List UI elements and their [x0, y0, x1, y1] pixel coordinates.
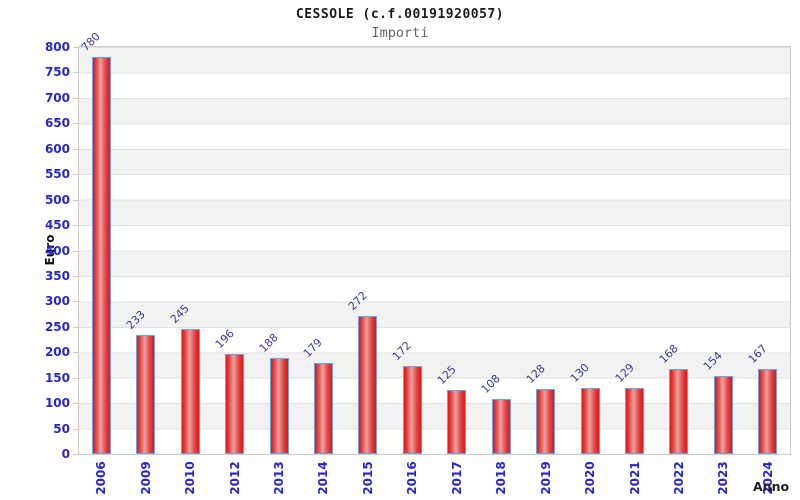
bar-2024 [758, 369, 778, 454]
y-tick-label-150: 150 [44, 370, 70, 385]
y-tick-mark [73, 123, 78, 125]
x-tick-label-2019: 2019 [538, 461, 553, 495]
bar-value-label-2021: 129 [612, 360, 637, 385]
y-tick-mark [73, 199, 78, 201]
bar-2012 [225, 354, 244, 454]
x-tick-label-2018: 2018 [494, 461, 509, 495]
x-tick-label-2014: 2014 [316, 461, 331, 495]
y-tick-mark [73, 352, 78, 354]
y-tick-label-550: 550 [44, 167, 70, 182]
bar-value-label-2024: 167 [745, 341, 770, 366]
bar-value-label-2013: 188 [256, 330, 281, 355]
y-tick-mark [73, 454, 78, 455]
y-tick-label-250: 250 [44, 319, 70, 334]
bar-2015 [358, 316, 378, 454]
y-tick-label-50: 50 [53, 421, 70, 436]
bar-2018 [491, 399, 511, 454]
bar-value-label-2014: 179 [301, 335, 326, 360]
bar-2020 [580, 388, 600, 454]
y-tick-mark [73, 428, 78, 430]
y-tick-label-700: 700 [44, 90, 70, 105]
x-tick-label-2009: 2009 [138, 461, 153, 495]
bar-value-label-2018: 108 [478, 371, 504, 396]
bar-2019 [536, 389, 556, 454]
bar-2014 [313, 363, 333, 454]
bar-value-label-2020: 130 [567, 360, 592, 385]
y-tick-mark [73, 250, 78, 252]
x-tick-label-2006: 2006 [94, 461, 109, 495]
bar-2022 [669, 369, 689, 454]
y-tick-mark [73, 174, 78, 176]
bar-2006 [91, 57, 111, 454]
x-tick-label-2010: 2010 [183, 461, 198, 495]
bar-value-label-2017: 125 [434, 362, 459, 387]
x-tick-label-2012: 2012 [227, 461, 242, 495]
y-tick-mark [73, 301, 78, 303]
y-tick-label-300: 300 [44, 294, 70, 309]
bar-value-label-2019: 128 [523, 361, 548, 386]
x-tick-label-2021: 2021 [627, 461, 642, 495]
y-tick-mark [73, 97, 78, 99]
x-tick-label-2015: 2015 [360, 461, 375, 495]
bar-2010 [180, 329, 200, 454]
bar-value-label-2009: 233 [123, 307, 148, 332]
bar-2013 [269, 358, 289, 454]
y-tick-label-400: 400 [44, 243, 70, 258]
bar-2021 [625, 388, 644, 454]
chart-subtitle: Importi [371, 25, 429, 41]
bar-2017 [447, 390, 467, 454]
x-tick-label-2016: 2016 [405, 461, 420, 495]
y-tick-mark [73, 225, 78, 227]
bar-value-label-2023: 154 [701, 348, 726, 373]
plot-area: 780 233 245 196 188 179 272 172 125 108 128 130 129 1… [78, 30, 791, 455]
bar-2009 [136, 335, 156, 454]
x-axis-title: Anno [753, 479, 790, 494]
bar-value-label-2012: 196 [212, 326, 237, 351]
y-tick-label-450: 450 [44, 218, 70, 233]
y-tick-mark [73, 275, 78, 277]
x-tick-label-2017: 2017 [449, 461, 464, 495]
y-tick-mark [73, 403, 78, 405]
bar-value-label-2015: 272 [345, 288, 370, 313]
x-tick-label-2022: 2022 [671, 461, 686, 495]
y-tick-label-650: 650 [44, 116, 70, 131]
y-tick-mark [73, 326, 78, 328]
y-tick-mark [73, 148, 78, 150]
y-tick-mark [73, 47, 78, 48]
bar-value-label-2016: 172 [390, 338, 415, 363]
y-tick-mark [73, 377, 78, 379]
x-tick-label-2013: 2013 [272, 461, 286, 495]
y-tick-label-0: 0 [61, 447, 70, 461]
bar-2023 [713, 376, 733, 454]
chart-title: CESSOLE (c.f.00191920057) [295, 7, 505, 22]
x-tick-label-2020: 2020 [583, 461, 597, 495]
y-tick-label-100: 100 [44, 396, 70, 411]
y-tick-label-200: 200 [44, 345, 70, 360]
y-tick-label-800: 800 [44, 40, 70, 54]
x-tick-label-2023: 2023 [716, 461, 731, 495]
bar-2016 [402, 366, 422, 454]
y-tick-label-500: 500 [44, 192, 70, 207]
y-tick-label-600: 600 [44, 141, 70, 156]
bar-value-label-2022: 168 [656, 341, 681, 366]
y-tick-mark [73, 72, 78, 74]
y-tick-label-350: 350 [44, 268, 70, 283]
y-tick-label-750: 750 [44, 65, 70, 80]
bar-value-label-2010: 245 [167, 301, 192, 326]
